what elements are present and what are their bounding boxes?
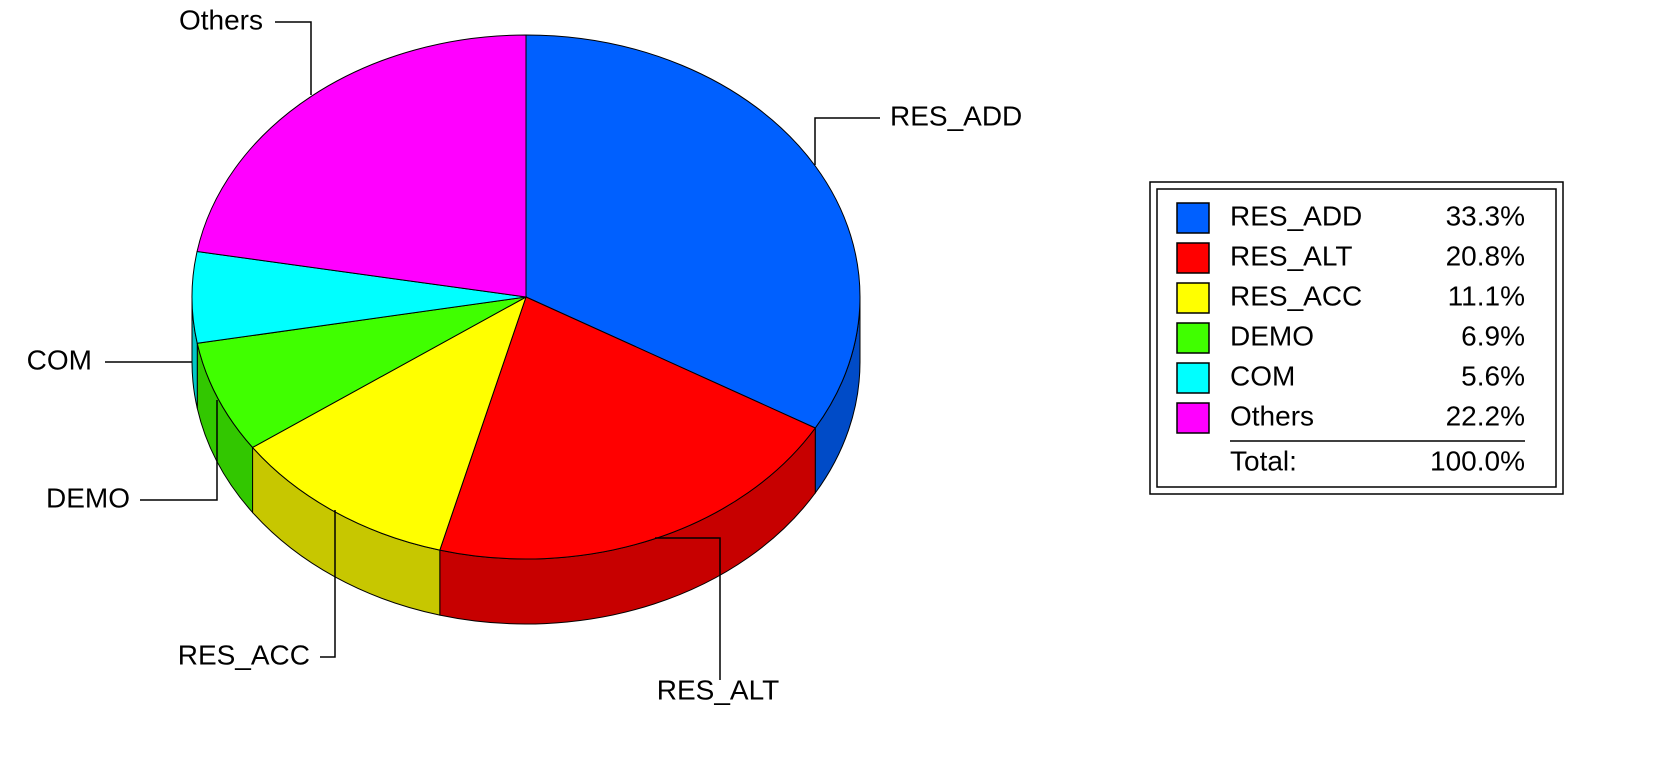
slice-label: RES_ACC [178,639,310,670]
pie [191,34,861,625]
slice-label: RES_ADD [890,100,1022,131]
slice-label: Others [179,4,263,35]
legend-swatch [1176,322,1210,354]
pie-slice [196,296,527,449]
legend-total-label: Total: [1230,445,1297,476]
legend-swatch [1176,202,1210,234]
leader-line [320,510,336,658]
legend-value: 11.1% [1448,280,1525,311]
slice-label: COM [27,344,92,375]
legend-label: RES_ADD [1230,200,1362,231]
legend-label: COM [1230,360,1295,391]
leader-line [275,21,312,95]
legend-value: 6.9% [1461,320,1525,351]
legend-value: 33.3% [1446,200,1525,231]
legend-frame [1149,181,1564,495]
legend-label: RES_ALT [1230,240,1352,271]
legend-label: DEMO [1230,320,1314,351]
legend-swatch [1176,242,1210,274]
legend-total-value: 100.0% [1430,445,1525,476]
pie-slice [439,296,817,560]
legend-swatch [1176,282,1210,314]
legend-value: 5.6% [1461,360,1525,391]
legend-label: RES_ACC [1230,280,1362,311]
legend-swatch [1176,362,1210,394]
legend-value: 22.2% [1446,400,1525,431]
legend-label: Others [1230,400,1314,431]
legend-frame-inner [1156,188,1557,488]
pie-slice [525,34,861,429]
leader-line [655,537,721,680]
leader-line [140,400,218,501]
pie-slice [196,34,527,298]
legend-swatch [1176,402,1210,434]
legend-value: 20.8% [1446,240,1525,271]
slice-label: DEMO [46,482,130,513]
leader-line [814,117,880,165]
slice-label: RES_ALT [657,674,779,705]
